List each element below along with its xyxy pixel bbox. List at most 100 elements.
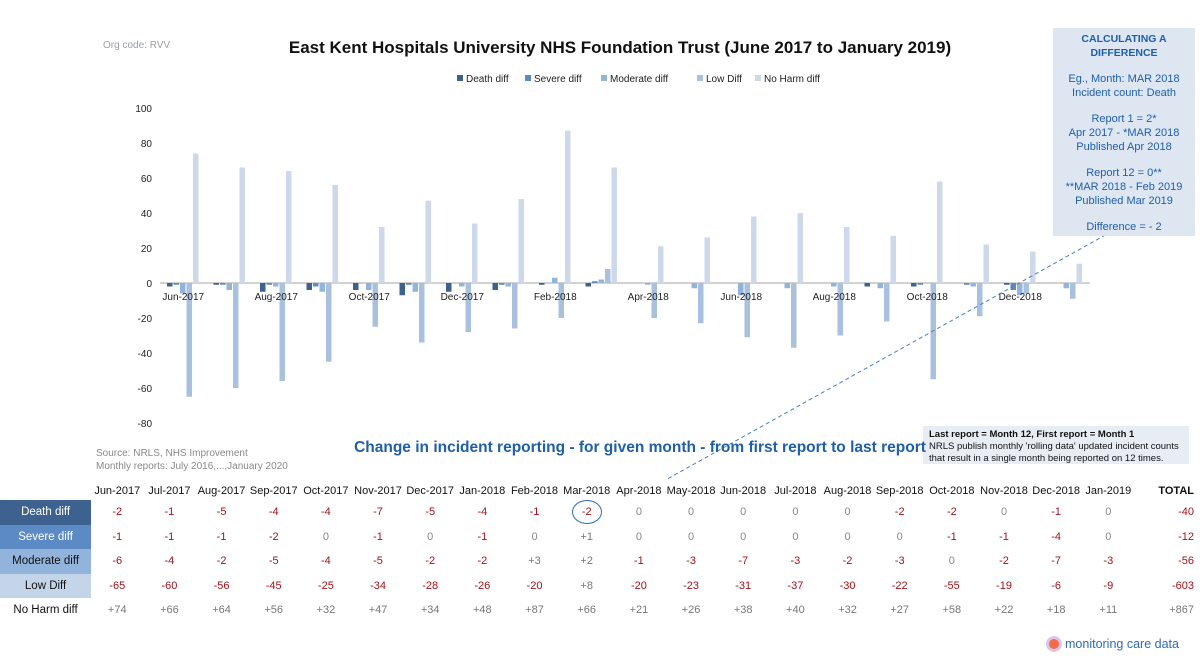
- table-cell: -4: [477, 506, 488, 519]
- callout-block: Eg., Month: MAR 2018 Incident count: Dea…: [1053, 72, 1195, 100]
- table-cell: 0: [740, 530, 747, 543]
- table-cell: -4: [164, 555, 175, 568]
- bar: [353, 283, 359, 290]
- table-cell: +8: [580, 579, 593, 592]
- callout-line: Difference = - 2: [1086, 221, 1162, 233]
- table-cell: -2: [946, 506, 957, 519]
- bar: [399, 283, 405, 296]
- table-cell: 0: [688, 506, 695, 519]
- table-cell: -1: [477, 530, 488, 543]
- row-total: -56: [1178, 555, 1194, 568]
- table-cell: 0: [792, 506, 799, 519]
- table-cell: -7: [1051, 555, 1062, 568]
- bar: [167, 283, 173, 287]
- column-header: Dec-2018: [1032, 485, 1080, 497]
- bar: [313, 283, 319, 287]
- table-cell: 0: [896, 530, 903, 543]
- table-cell: +32: [838, 604, 857, 617]
- table-cell: -26: [474, 579, 491, 592]
- callout-heading: CALCULATING A DIFFERENCE: [1081, 33, 1167, 59]
- bar: [890, 235, 896, 283]
- table-cell: 0: [427, 530, 434, 543]
- bar: [306, 283, 312, 290]
- bar: [539, 283, 545, 285]
- table-cell: -56: [213, 579, 230, 592]
- bar: [180, 283, 186, 294]
- bar: [605, 269, 611, 283]
- table-cell: -2: [842, 555, 853, 568]
- table-cell: +1: [580, 530, 593, 543]
- bar: [512, 283, 518, 329]
- bar: [964, 283, 970, 285]
- table-cell: +47: [368, 604, 388, 617]
- table-cell: 0: [635, 506, 642, 519]
- bar: [917, 283, 923, 285]
- y-tick-label: 40: [141, 209, 153, 220]
- table-cell: 0: [688, 530, 695, 543]
- bar: [233, 283, 239, 388]
- x-tick-label: Dec-2017: [441, 292, 485, 303]
- table-cell: -22: [891, 579, 908, 592]
- y-tick-label: -20: [138, 314, 153, 325]
- y-tick-label: 100: [135, 104, 152, 115]
- table-cell: +26: [681, 604, 701, 617]
- table-cell: +34: [420, 604, 440, 617]
- table-cell: -34: [370, 579, 386, 592]
- x-tick-label: Jun-2018: [720, 292, 762, 303]
- y-tick-label: -60: [138, 384, 153, 395]
- x-tick-label: Aug-2018: [813, 292, 857, 303]
- table-cell: +2: [580, 555, 593, 568]
- chart-title: East Kent Hospitals University NHS Found…: [288, 38, 952, 57]
- callout-line: Incident count: Death: [1072, 87, 1176, 99]
- column-header: Sep-2017: [249, 485, 298, 497]
- highlighted-value: -2: [571, 500, 602, 525]
- table-cell: -55: [943, 579, 960, 592]
- y-tick-label: -40: [138, 349, 153, 360]
- table-cell: -2: [561, 500, 613, 525]
- table-cell: 0: [635, 530, 642, 543]
- legend-swatch: [525, 75, 531, 81]
- table-cell: +40: [786, 604, 805, 617]
- bar: [186, 283, 192, 397]
- table-row: Death diff -2 -1 -5 -4 -4 -7 -5 -4 -1 -2 0 0 0 0 0 -2 -2 0…: [0, 500, 1200, 525]
- table-cell: +32: [316, 604, 336, 617]
- table-cell: -3: [790, 555, 801, 568]
- x-tick-label: Oct-2018: [907, 292, 949, 303]
- table-cell: +66: [160, 604, 179, 617]
- bar: [326, 283, 332, 362]
- table-cell: +11: [1099, 604, 1118, 617]
- note-heading: Last report = Month 12, First report = M…: [929, 429, 1135, 440]
- table-cell: -28: [422, 579, 439, 592]
- legend-label: Death diff: [466, 74, 509, 85]
- table-cell: +87: [525, 604, 544, 617]
- bar: [286, 171, 292, 283]
- column-header: Oct-2018: [929, 485, 975, 497]
- table-cell: 0: [740, 506, 747, 519]
- legend-label: Moderate diff: [610, 74, 668, 85]
- bar: [446, 283, 452, 292]
- table-cell: -65: [109, 579, 126, 592]
- source-line: Source: NRLS, NHS Improvement: [96, 448, 248, 459]
- table-cell: -4: [268, 506, 279, 519]
- row-label: Moderate diff: [0, 549, 92, 574]
- table-cell: 0: [792, 530, 799, 543]
- table-cell: -23: [683, 579, 700, 592]
- table-cell: +38: [733, 604, 753, 617]
- bar: [797, 213, 803, 283]
- table-cell: -19: [996, 579, 1012, 592]
- bar: [465, 283, 471, 332]
- difference-table: Jun-2017 Jul-2017 Aug-2017 Sep-2017 Oct-2017…: [0, 482, 1200, 623]
- total-header: TOTAL: [1158, 485, 1194, 497]
- bar: [611, 167, 617, 283]
- logo-icon: [1046, 636, 1062, 652]
- callout-line: Report 12 = 0**: [1086, 167, 1162, 179]
- bar: [260, 283, 266, 292]
- x-tick-label: Oct-2017: [349, 292, 391, 303]
- bar: [419, 283, 425, 343]
- bar: [558, 283, 564, 318]
- bar: [193, 153, 199, 283]
- table-row: Low Diff -65 -60 -56 -45 -25 -34 -28 -26 -20 +8 -20…: [0, 573, 1200, 598]
- table-cell: -37: [787, 579, 804, 592]
- table-cell: -30: [839, 579, 856, 592]
- table-row: Severe diff -1 -1 -1 -2 0 -1 0 -1 0 +1 0 0 0 0 0 0 -1 -1 -4…: [0, 524, 1200, 549]
